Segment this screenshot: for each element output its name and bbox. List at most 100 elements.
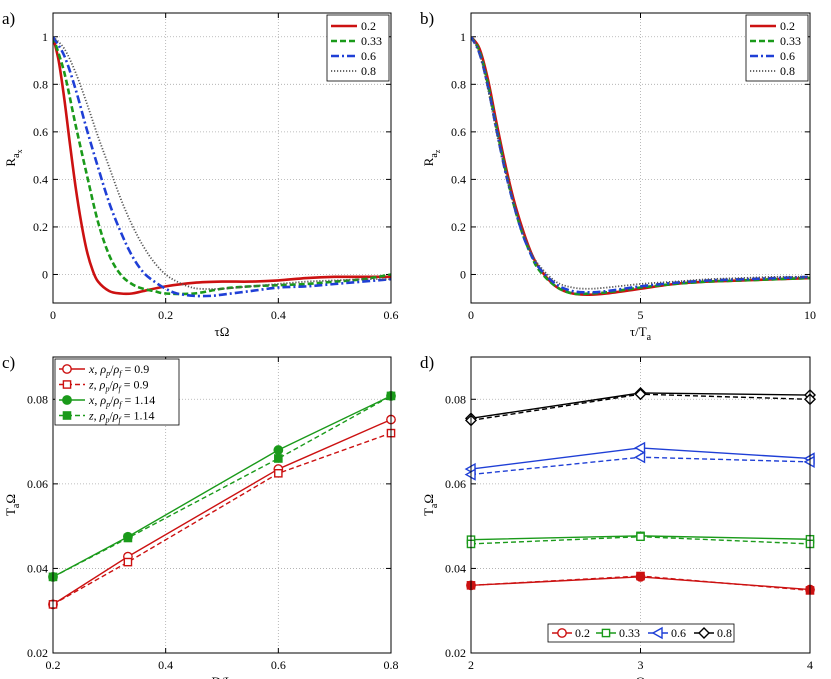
- legend-label: 0.6: [671, 626, 686, 640]
- y-axis-label: TaΩ: [3, 494, 22, 516]
- panel-3: 0.2 0.4 0.6 0.8 0.02 0.04 0.06 0.08 D/L TaΩ c) x, ρ…: [2, 353, 399, 679]
- y-tick-label: 0.6: [33, 125, 48, 139]
- legend-label: x, ρp/ρf = 0.9: [88, 362, 149, 378]
- legend-marker: [601, 628, 611, 638]
- x-tick-label: 2: [468, 658, 474, 672]
- data-point: [634, 451, 646, 464]
- legend-label: 0.2: [575, 626, 590, 640]
- legend-label: 0.2: [361, 19, 376, 33]
- legend-label: z, ρp/ρf = 0.9: [88, 378, 149, 394]
- y-tick-label: 0.2: [33, 220, 48, 234]
- legend-label: 0.2: [780, 19, 795, 33]
- x-axis-label: τΩ: [215, 324, 230, 339]
- y-axis-label: Rax: [3, 149, 24, 166]
- panel-2: 0 5 10 0 0.2 0.4 0.6 0.8 1 τ/Ta Raz b) 0.20.330.60.8: [420, 9, 816, 343]
- data-point: [123, 533, 133, 543]
- legend-label: x, ρp/ρf = 1.14: [88, 393, 155, 409]
- y-tick-label: 0.04: [445, 561, 466, 575]
- y-tick-label: 0.08: [445, 392, 466, 406]
- series-group: [471, 392, 810, 592]
- data-point: [274, 468, 283, 478]
- x-tick-label: 4: [807, 658, 813, 672]
- y-tick-label: 0.4: [33, 172, 48, 186]
- series-line: [53, 418, 391, 605]
- y-tick-label: 0.04: [27, 561, 48, 575]
- x-tick-label: 0.2: [46, 658, 61, 672]
- legend-marker: [557, 628, 567, 638]
- legend-label: z, ρp/ρf = 1.14: [88, 409, 155, 425]
- data-point: [123, 557, 133, 567]
- x-axis-label: Ω: [636, 674, 646, 679]
- legend-label: 0.33: [619, 626, 640, 640]
- y-tick-label: 1: [460, 30, 466, 44]
- legend-marker: [698, 627, 710, 639]
- legend-box: [54, 358, 180, 426]
- series-group: [53, 395, 391, 605]
- legend: x, ρp/ρf = 0.9z, ρp/ρf = 0.9x, ρp/ρf = 1…: [54, 358, 180, 426]
- legend-label: 0.33: [780, 34, 801, 48]
- y-tick-label: 0.06: [27, 477, 48, 491]
- y-tick-label: 0.02: [27, 646, 48, 660]
- legend: 0.2 0.33 0.6 0.8: [547, 623, 735, 643]
- legend-marker: [62, 395, 72, 405]
- y-axis-label: TaΩ: [421, 494, 440, 516]
- y-tick-label: 0: [460, 267, 466, 281]
- legend-label: 0.33: [361, 34, 382, 48]
- series-line: [471, 36, 810, 296]
- legend-label: 0.6: [361, 49, 376, 63]
- y-tick-label: 0.2: [451, 220, 466, 234]
- series-line: [53, 395, 391, 578]
- panel-label: b): [420, 9, 434, 28]
- x-tick-label: 0.4: [158, 658, 173, 672]
- legend: 0.20.330.60.8: [326, 14, 390, 82]
- x-tick-label: 0.8: [384, 658, 399, 672]
- y-tick-label: 0.8: [33, 77, 48, 91]
- x-tick-label: 0: [50, 308, 56, 322]
- plot-frame: [52, 12, 392, 304]
- series-line: [53, 36, 391, 296]
- data-point: [634, 388, 647, 401]
- legend-marker: [651, 626, 663, 640]
- series-line: [471, 36, 810, 290]
- legend-label: 0.8: [717, 626, 732, 640]
- panel-label: d): [420, 353, 434, 372]
- x-tick-label: 0.2: [158, 308, 173, 322]
- x-axis-label: D/L: [212, 674, 233, 679]
- y-tick-label: 0.06: [445, 477, 466, 491]
- data-point: [636, 571, 645, 581]
- y-tick-label: 0.4: [451, 172, 466, 186]
- series-group: [53, 36, 391, 298]
- y-tick-label: 0.8: [451, 77, 466, 91]
- y-tick-label: 0.6: [451, 125, 466, 139]
- y-tick-label: 0.02: [445, 646, 466, 660]
- data-point: [636, 532, 645, 542]
- data-point: [634, 441, 646, 455]
- series-group: [471, 35, 810, 296]
- x-tick-label: 5: [638, 308, 644, 322]
- legend-marker: [62, 364, 72, 374]
- x-tick-label: 10: [804, 308, 816, 322]
- legend-label: 0.8: [361, 64, 376, 78]
- x-tick-label: 0: [468, 308, 474, 322]
- y-tick-label: 0.08: [27, 392, 48, 406]
- y-axis-label: Raz: [421, 149, 442, 166]
- x-tick-label: 0.4: [271, 308, 286, 322]
- data-point: [273, 445, 284, 455]
- legend-marker: [62, 411, 72, 420]
- series-line: [53, 432, 391, 605]
- plot-frame: [470, 12, 811, 304]
- legend-box: [547, 623, 735, 643]
- data-point: [274, 454, 283, 463]
- x-tick-label: 0.6: [271, 658, 286, 672]
- x-axis-label: τ/Ta: [630, 324, 652, 343]
- legend-label: 0.6: [780, 49, 795, 63]
- panel-label: c): [2, 353, 15, 372]
- panel-label: a): [2, 9, 15, 28]
- y-tick-label: 1: [42, 30, 48, 44]
- legend-marker: [62, 380, 72, 389]
- x-tick-label: 0.6: [384, 308, 399, 322]
- y-tick-label: 0: [42, 267, 48, 281]
- legend: 0.20.330.60.8: [745, 14, 809, 82]
- plot-frame: [470, 356, 811, 654]
